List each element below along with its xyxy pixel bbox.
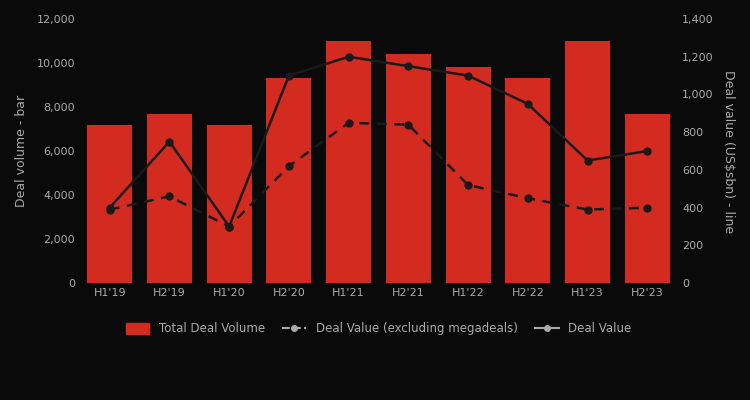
Bar [566, 41, 610, 283]
Y-axis label: Deal value (US$sbn) - line: Deal value (US$sbn) - line [722, 70, 735, 233]
Bar [625, 114, 670, 283]
Bar [87, 125, 132, 283]
Bar [147, 114, 192, 283]
Y-axis label: Deal volume - bar: Deal volume - bar [15, 95, 28, 207]
Bar [326, 41, 371, 283]
Bar [506, 78, 550, 283]
Bar [266, 78, 311, 283]
Bar [386, 54, 430, 283]
Bar [446, 68, 491, 283]
Legend: Total Deal Volume, Deal Value (excluding megadeals), Deal Value: Total Deal Volume, Deal Value (excluding… [125, 322, 632, 335]
Bar [207, 125, 251, 283]
